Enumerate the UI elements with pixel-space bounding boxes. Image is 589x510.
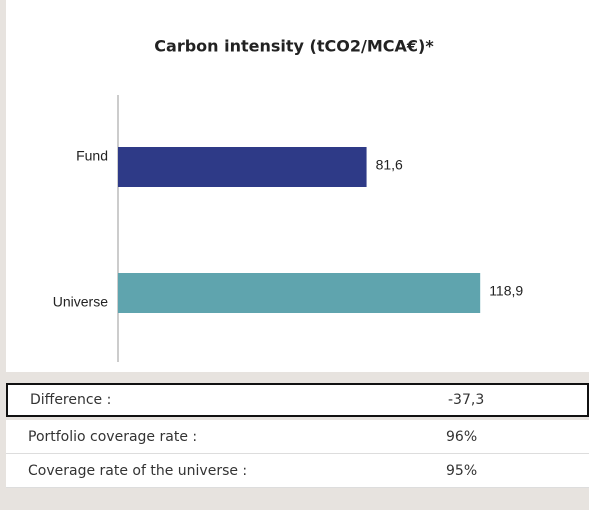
chart-card: Carbon intensity (tCO2/MCA€)* 81,6 Fund 11… [6, 0, 589, 372]
bar [118, 147, 367, 187]
table-row: Coverage rate of the universe : 95% [6, 454, 589, 488]
row-label: Portfolio coverage rate : [28, 428, 198, 445]
category-label: Fund [76, 148, 108, 164]
row-value: -37,3 [448, 392, 485, 408]
bar [118, 273, 481, 313]
row-label: Coverage rate of the universe : [28, 462, 248, 479]
category-label: Universe [53, 294, 108, 310]
row-label: Difference : [30, 392, 112, 408]
table-row: Portfolio coverage rate : 96% [6, 420, 589, 454]
value-label: 118,9 [489, 283, 523, 299]
summary-table: Difference : -37,3 Portfolio coverage rate… [6, 383, 589, 488]
row-value: 95% [446, 462, 478, 479]
table-row: Difference : -37,3 [6, 383, 589, 417]
chart-title: Carbon intensity (tCO2/MCA€)* [154, 37, 434, 56]
value-label: 81,6 [376, 157, 403, 173]
row-value: 96% [446, 428, 478, 445]
chart: Carbon intensity (tCO2/MCA€)* 81,6 Fund 11… [53, 37, 523, 362]
